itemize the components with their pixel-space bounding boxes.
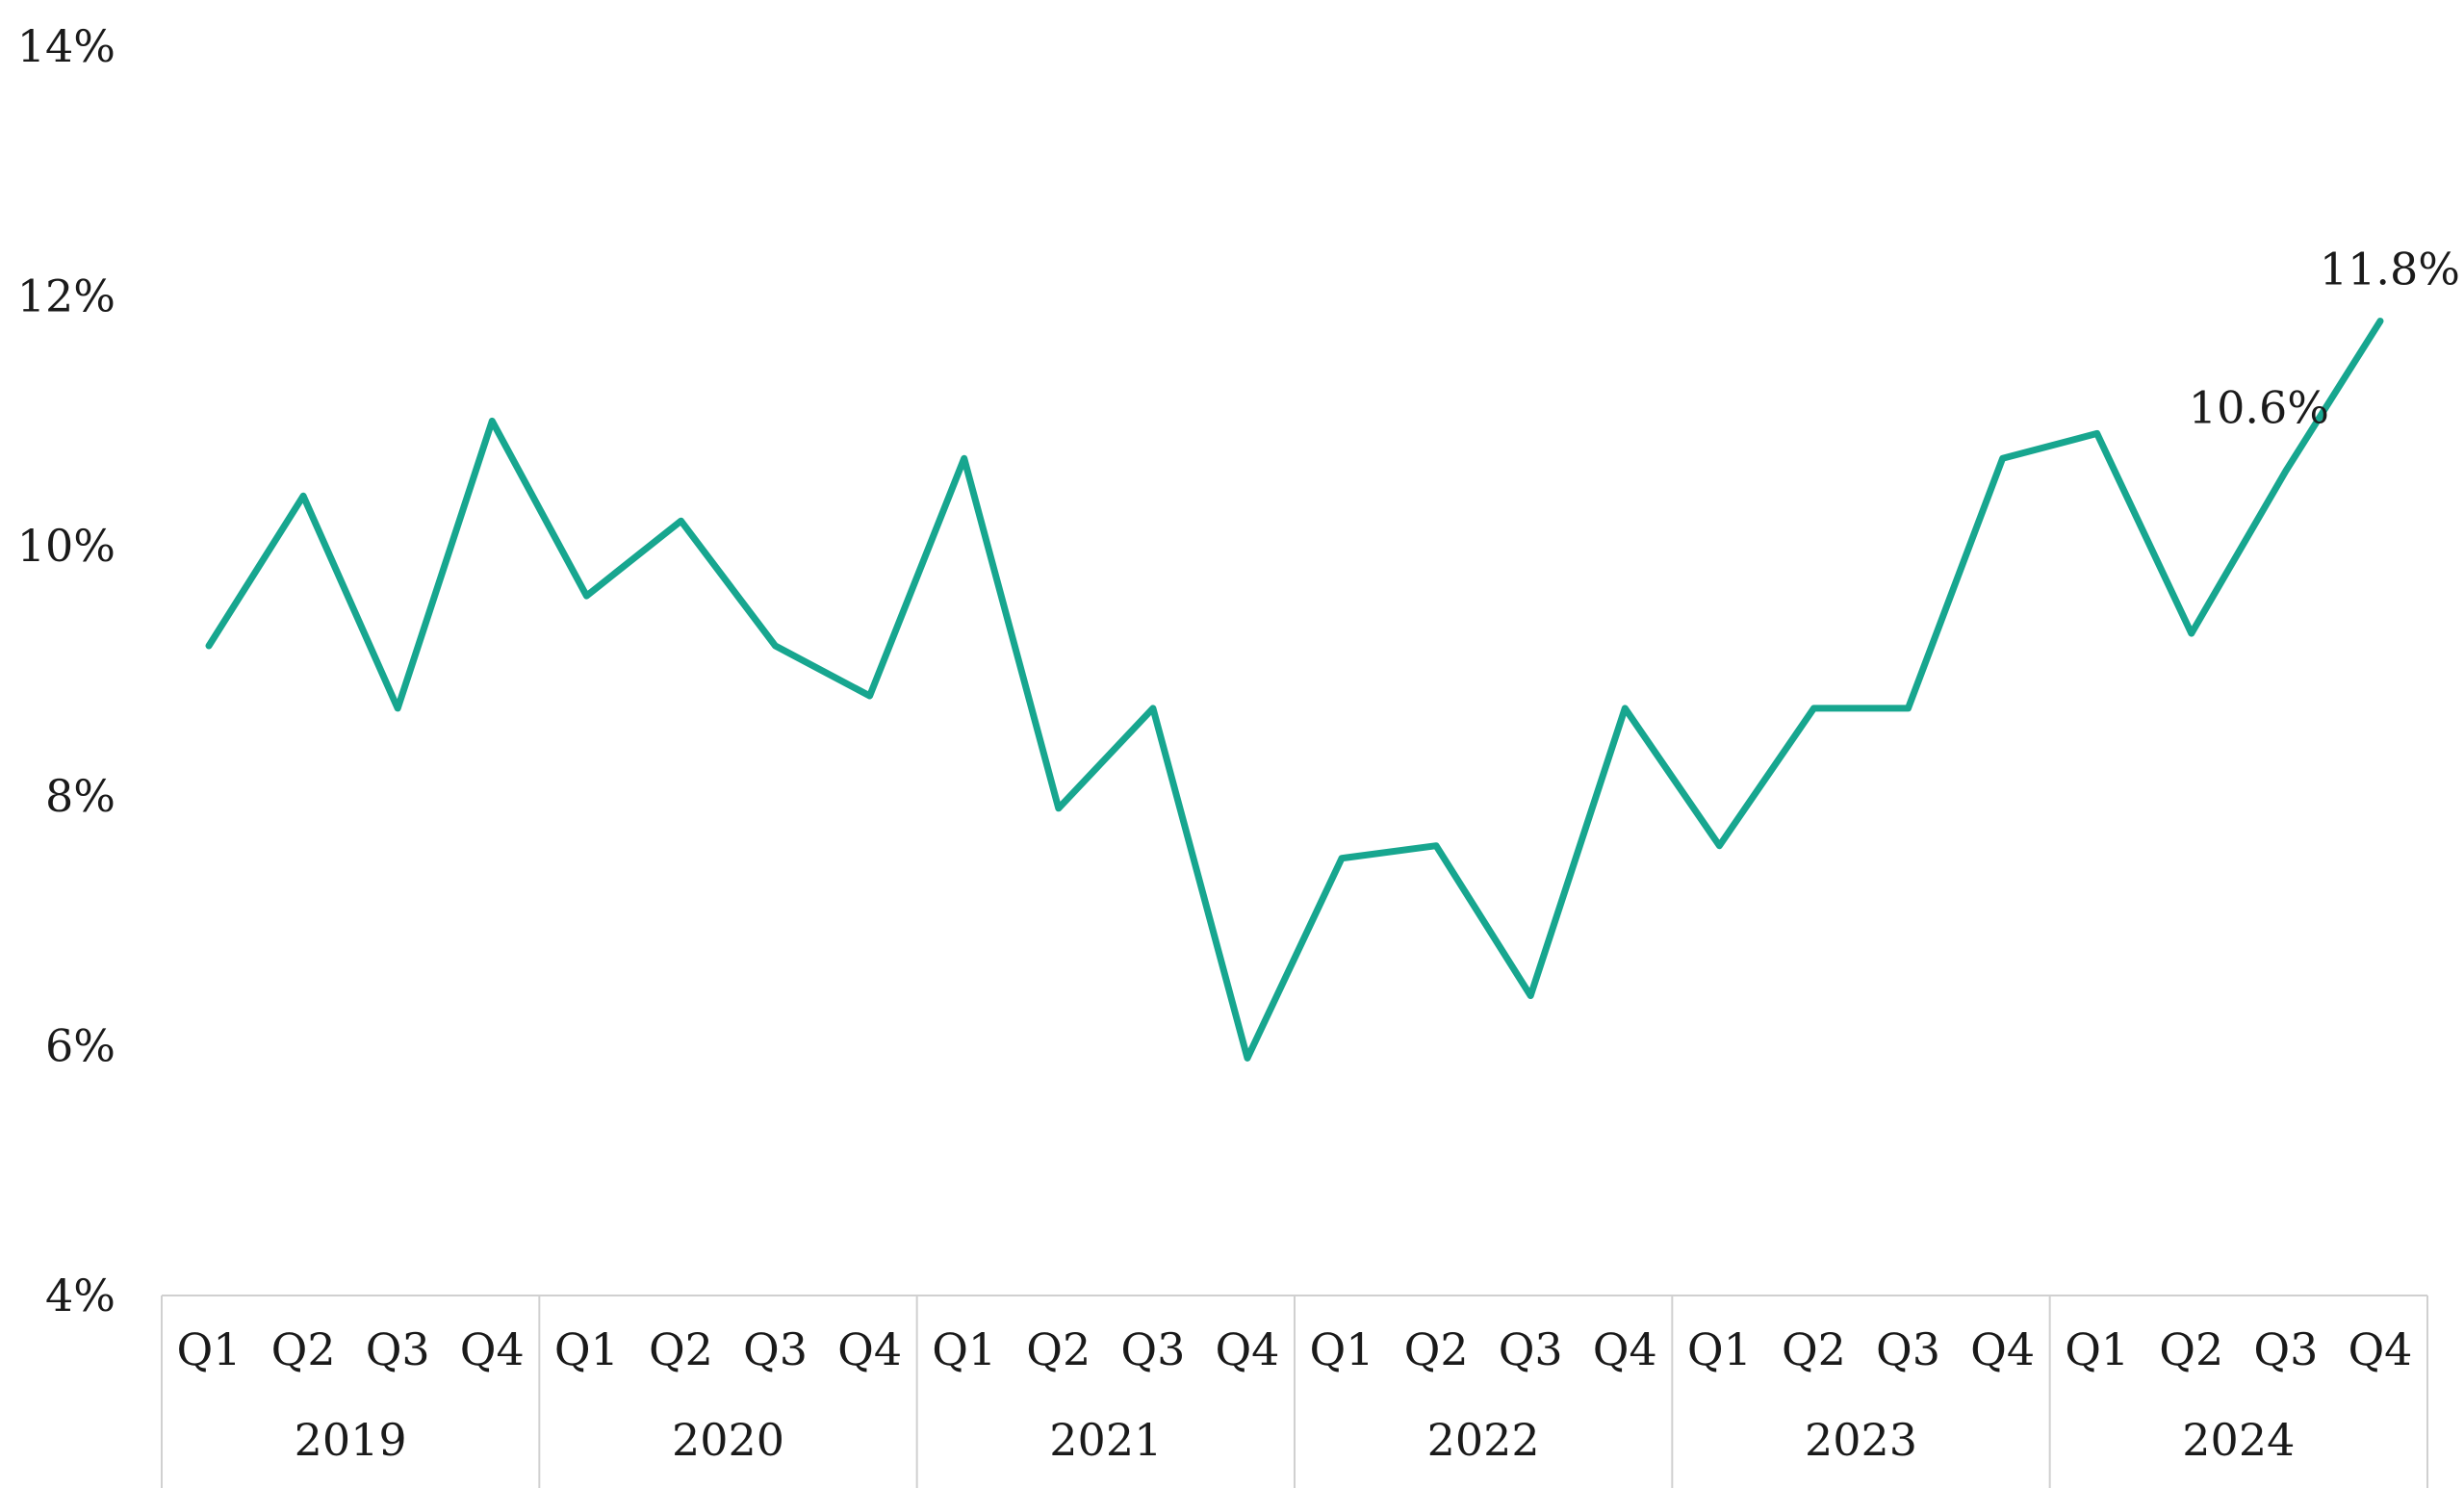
data-point [397, 707, 398, 709]
data-point [963, 457, 965, 459]
series-layer [205, 318, 2384, 1062]
y-tick-label: 6% [45, 1019, 116, 1071]
series-line [205, 318, 2384, 1062]
y-axis-labels: 4% 6% 8% 10% 12% 14% [17, 20, 116, 1321]
x-tick-label-quarter: Q4 [1215, 1323, 1279, 1375]
data-point [1058, 808, 1060, 809]
x-tick-label-quarter: Q1 [1687, 1323, 1752, 1375]
data-point [2285, 470, 2287, 472]
x-tick-label-quarter: Q3 [366, 1323, 430, 1375]
x-tick-label-year: 2021 [1049, 1414, 1162, 1466]
x-tick-label-quarter: Q2 [2159, 1323, 2223, 1375]
data-point [2002, 457, 2004, 459]
x-tick-label-quarter: Q4 [1593, 1323, 1657, 1375]
x-tick-label-quarter: Q1 [932, 1323, 996, 1375]
x-tick-label-quarter: Q3 [743, 1323, 808, 1375]
y-tick-label: 14% [17, 20, 116, 72]
y-tick-label: 10% [17, 520, 116, 572]
data-point [585, 595, 587, 597]
data-point [208, 645, 210, 647]
x-tick-label-quarter: Q2 [1026, 1323, 1091, 1375]
data-labels: 10.6% 11.8% [2189, 244, 2460, 434]
data-point [1246, 1057, 1248, 1059]
x-tick-label-year: 2022 [1427, 1414, 1540, 1466]
data-label: 10.6% [2189, 381, 2329, 433]
data-point [1624, 707, 1626, 709]
data-point [2191, 632, 2193, 634]
data-point [1908, 707, 1910, 709]
x-tick-label-quarter: Q3 [1876, 1323, 1940, 1375]
x-tick-label-year: 2023 [1805, 1414, 1917, 1466]
x-tick-label-year: 2019 [295, 1414, 407, 1466]
data-point [1152, 707, 1154, 709]
x-tick-label-quarter: Q4 [2348, 1323, 2412, 1375]
x-tick-label-quarter: Q4 [837, 1323, 902, 1375]
data-point [1435, 845, 1437, 847]
x-tick-label-quarter: Q1 [1310, 1323, 1374, 1375]
data-point [1718, 845, 1720, 847]
data-point [1812, 707, 1814, 709]
x-tick-label-quarter: Q1 [2065, 1323, 2129, 1375]
x-tick-label-quarter: Q3 [1120, 1323, 1185, 1375]
x-tick-label-quarter: Q1 [177, 1323, 242, 1375]
x-tick-label-quarter: Q2 [1782, 1323, 1846, 1375]
x-tick-label-quarter: Q2 [649, 1323, 713, 1375]
data-point [302, 495, 304, 497]
x-tick-label-quarter: Q2 [271, 1323, 336, 1375]
x-tick-label-quarter: Q2 [1404, 1323, 1469, 1375]
x-tick-label-quarter: Q1 [554, 1323, 619, 1375]
x-axis: Q1 Q2 Q3 Q4 Q1 Q2 Q3 Q4 Q1 Q2 Q3 Q4 Q1 Q2 Q3 Q4 Q1 Q2 Q3 Q4… [161, 1295, 2428, 1488]
data-point [869, 695, 871, 697]
x-tick-label-year: 2024 [2182, 1414, 2295, 1466]
y-tick-label: 12% [17, 270, 116, 322]
data-point [1341, 858, 1343, 859]
x-tick-label-year: 2020 [672, 1414, 784, 1466]
data-point [1529, 994, 1531, 996]
y-tick-label: 8% [45, 770, 116, 822]
x-tick-label-quarter: Q3 [2253, 1323, 2318, 1375]
data-label: 11.8% [2320, 244, 2460, 295]
x-tick-label-quarter: Q3 [1499, 1323, 1563, 1375]
data-point [2379, 321, 2381, 322]
data-point [775, 645, 777, 647]
y-tick-label: 4% [45, 1270, 116, 1321]
data-point [2096, 432, 2098, 434]
x-tick-label-quarter: Q4 [1970, 1323, 2035, 1375]
data-point [491, 420, 493, 422]
data-point [680, 520, 681, 522]
x-tick-label-quarter: Q4 [460, 1323, 525, 1375]
